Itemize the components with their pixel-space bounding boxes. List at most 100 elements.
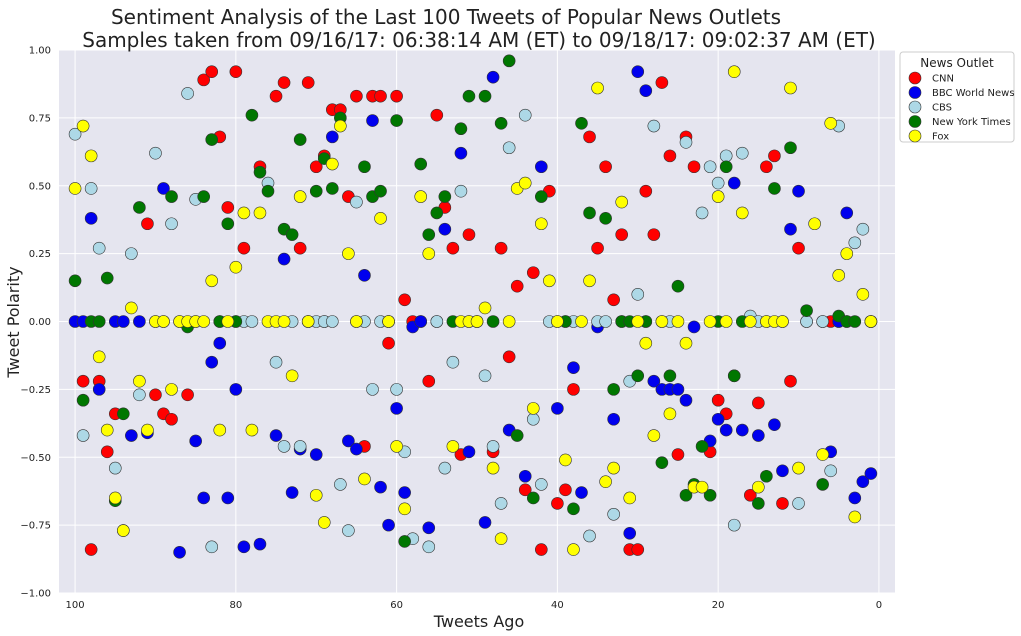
point-cbs	[76, 429, 90, 442]
point-new-york-times	[430, 206, 444, 220]
point-new-york-times	[68, 274, 82, 288]
point-cnn	[293, 241, 307, 255]
point-cnn	[776, 497, 789, 510]
point-bbc-world-news	[792, 184, 805, 198]
point-cbs	[727, 518, 741, 532]
y-tick-label: −0.25	[20, 385, 51, 396]
point-cbs	[125, 247, 138, 260]
y-axis-label: Tweet Polarity	[4, 266, 23, 378]
point-fox	[599, 475, 612, 488]
point-cnn	[165, 412, 178, 426]
point-new-york-times	[703, 488, 717, 502]
legend-marker-new-york-times	[908, 115, 922, 128]
point-new-york-times	[486, 315, 500, 328]
point-cnn	[655, 76, 669, 89]
point-bbc-world-news	[454, 146, 468, 160]
y-tick-label: −0.75	[20, 521, 51, 532]
point-fox	[350, 315, 363, 328]
point-new-york-times	[76, 393, 90, 407]
point-new-york-times	[462, 89, 476, 103]
point-fox	[470, 315, 484, 328]
point-cnn	[382, 336, 395, 350]
point-cbs	[599, 315, 612, 328]
point-bbc-world-news	[486, 70, 500, 84]
point-new-york-times	[245, 108, 259, 122]
point-cnn	[535, 543, 548, 556]
point-new-york-times	[197, 190, 210, 203]
point-fox	[229, 260, 243, 274]
point-cbs	[245, 315, 259, 328]
point-new-york-times	[526, 491, 540, 505]
point-new-york-times	[631, 369, 645, 383]
legend-label-new-york-times: New York Times	[932, 117, 1011, 128]
point-bbc-world-news	[671, 383, 685, 396]
point-cnn	[671, 448, 685, 461]
point-new-york-times	[390, 114, 403, 127]
point-new-york-times	[535, 190, 548, 203]
point-cbs	[502, 141, 516, 155]
point-new-york-times	[478, 89, 492, 103]
legend-title: News Outlet	[920, 56, 994, 70]
point-cbs	[149, 146, 162, 160]
point-cbs	[583, 529, 596, 543]
point-cbs	[703, 160, 717, 174]
point-bbc-world-news	[221, 491, 235, 505]
point-bbc-world-news	[776, 464, 789, 478]
point-cnn	[181, 388, 194, 402]
point-fox	[486, 461, 500, 475]
point-bbc-world-news	[84, 212, 98, 225]
point-cnn	[567, 383, 580, 396]
point-cbs	[647, 119, 661, 133]
point-fox	[551, 315, 564, 328]
point-fox	[583, 274, 596, 288]
point-fox	[671, 315, 685, 328]
point-cbs	[486, 440, 500, 453]
point-new-york-times	[719, 160, 733, 174]
point-bbc-world-news	[390, 402, 403, 415]
point-cbs	[277, 440, 291, 453]
point-cbs	[711, 176, 725, 190]
point-bbc-world-news	[631, 65, 645, 79]
point-cnn	[599, 160, 612, 174]
point-bbc-world-news	[727, 176, 741, 190]
point-fox	[326, 157, 339, 171]
point-new-york-times	[221, 217, 235, 231]
point-fox	[76, 119, 90, 133]
point-bbc-world-news	[856, 475, 870, 488]
point-new-york-times	[438, 190, 452, 203]
point-cbs	[719, 149, 733, 163]
point-bbc-world-news	[647, 374, 661, 388]
point-cbs	[526, 412, 540, 426]
point-new-york-times	[205, 133, 219, 146]
point-fox	[535, 217, 548, 231]
point-bbc-world-news	[840, 206, 854, 220]
point-bbc-world-news	[309, 448, 323, 461]
point-cbs	[84, 182, 98, 195]
point-new-york-times	[575, 117, 588, 130]
point-fox	[840, 247, 854, 260]
point-fox	[864, 315, 878, 328]
point-cbs	[133, 388, 146, 402]
point-fox	[647, 429, 661, 442]
point-new-york-times	[663, 369, 677, 383]
point-fox	[808, 217, 821, 231]
point-bbc-world-news	[374, 480, 387, 494]
point-new-york-times	[398, 535, 411, 548]
legend-box	[899, 51, 1015, 143]
point-bbc-world-news	[173, 545, 186, 559]
point-bbc-world-news	[253, 537, 267, 551]
point-cnn	[197, 73, 210, 87]
point-fox	[100, 423, 114, 437]
point-new-york-times	[414, 157, 428, 171]
point-bbc-world-news	[518, 469, 532, 483]
point-bbc-world-news	[607, 412, 620, 426]
point-cbs	[824, 464, 837, 478]
point-fox	[197, 315, 210, 328]
point-cnn	[526, 266, 540, 279]
point-fox	[719, 315, 733, 328]
point-fox	[631, 315, 645, 328]
point-cbs	[494, 497, 508, 510]
point-cnn	[205, 65, 219, 79]
axis-ticks: 1.00 0.75 0.50 0.25 0.00 −0.25 −0.50 −0.75 −1.00…	[20, 46, 882, 612]
legend-label-bbc-world-news: BBC World News	[932, 88, 1015, 99]
